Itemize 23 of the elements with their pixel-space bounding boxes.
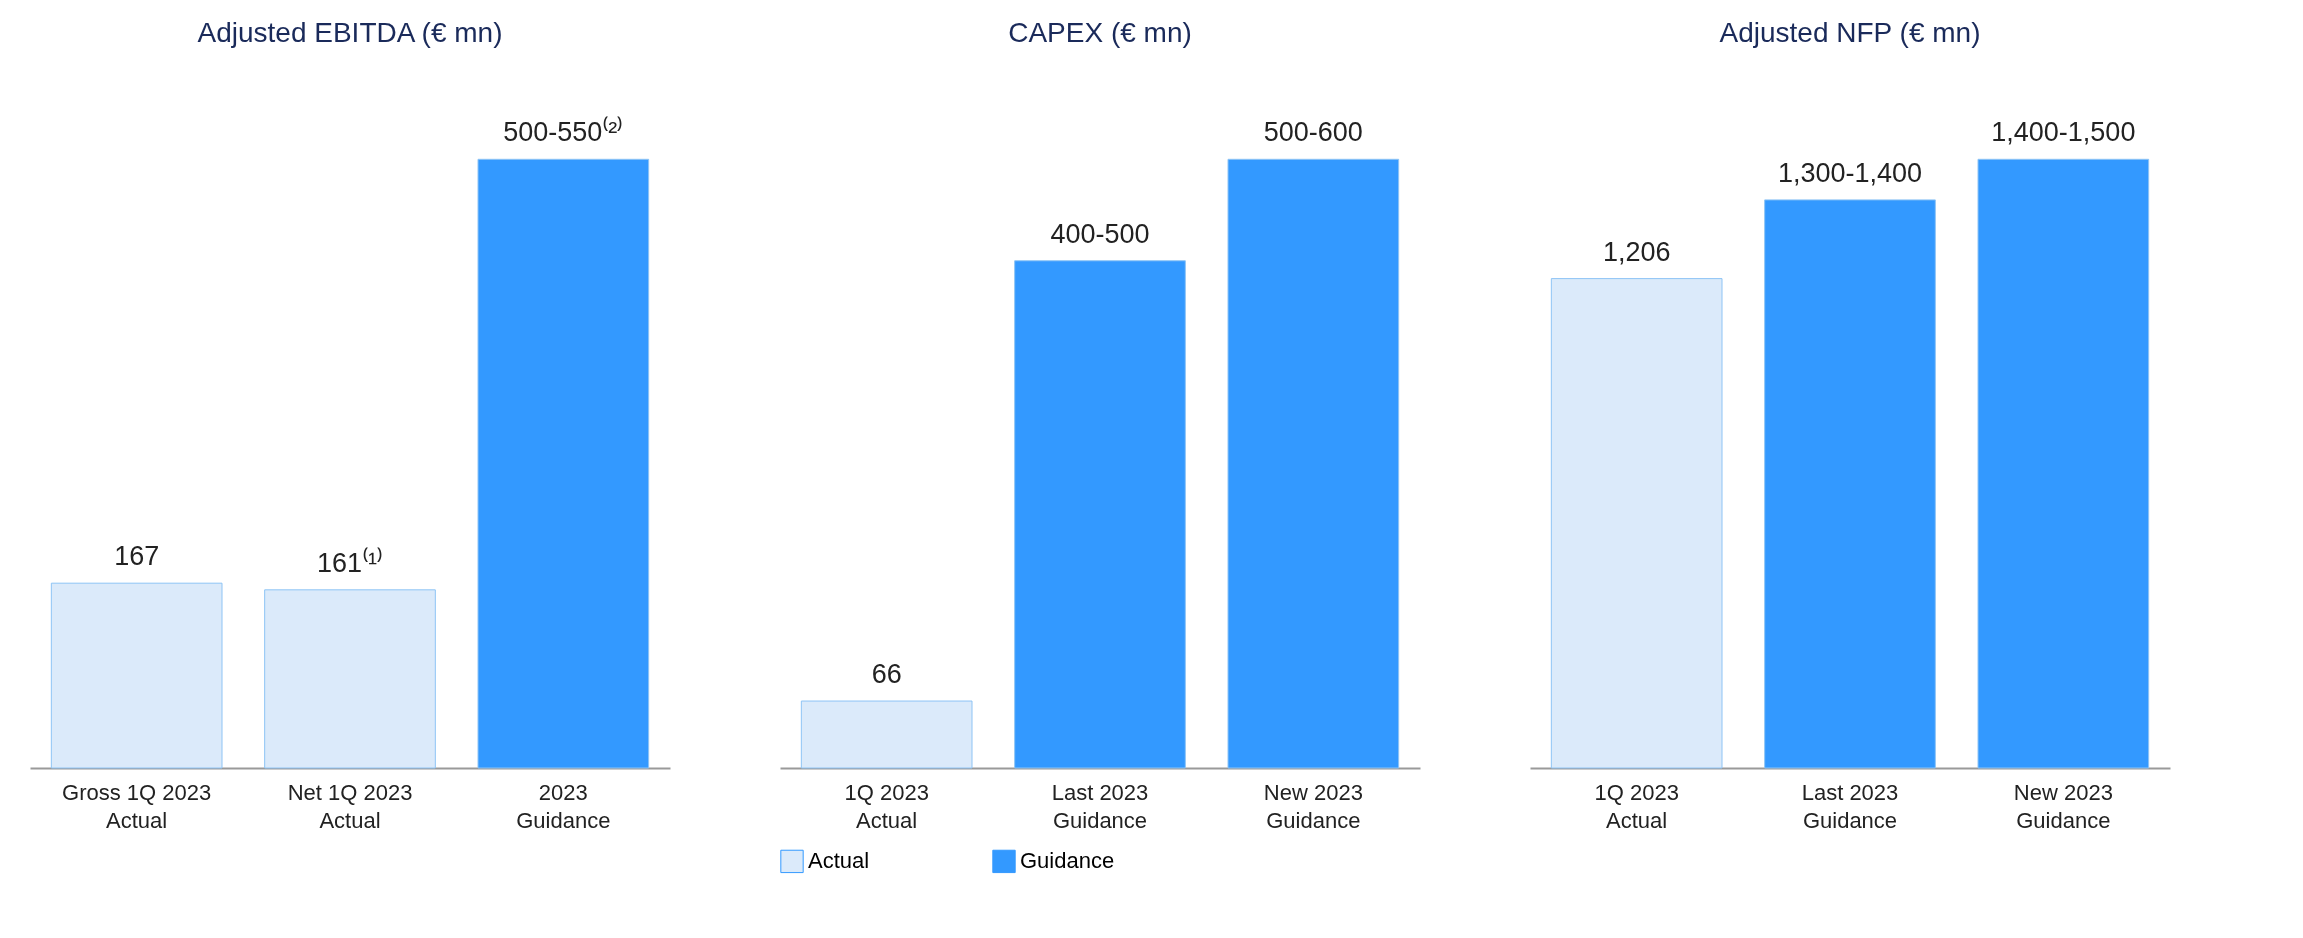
x-tick-label: New 2023 Guidance bbox=[2013, 779, 2113, 833]
data-label: 500-600 bbox=[1263, 117, 1363, 148]
x-tick-label: New 2023 Guidance bbox=[1263, 779, 1363, 833]
x-tick-label: 1Q 2023 Actual bbox=[1594, 779, 1679, 833]
data-label: 66 bbox=[871, 659, 902, 690]
data-label: 167 bbox=[114, 541, 160, 572]
legend-label: Guidance bbox=[1020, 848, 1115, 874]
x-tick-label: Last 2023 Guidance bbox=[1801, 779, 1899, 833]
x-tick-label: Gross 1Q 2023 Actual bbox=[62, 779, 212, 833]
data-label: 1,206 bbox=[1602, 236, 1671, 267]
chart-title: Adjusted EBITDA (€ mn) bbox=[197, 17, 503, 48]
data-label: 1,300-1,400 bbox=[1777, 157, 1923, 188]
x-tick-label: Last 2023 Guidance bbox=[1051, 779, 1149, 833]
data-label: 1,400-1,500 bbox=[1991, 117, 2136, 148]
data-label: 161⁽¹⁾ bbox=[316, 546, 384, 578]
data-label: 400-500 bbox=[1050, 218, 1150, 249]
x-tick-label: 2023 Guidance bbox=[516, 779, 611, 833]
x-tick-label: Net 1Q 2023 Actual bbox=[287, 779, 413, 833]
chart-title: Adjusted NFP (€ mn) bbox=[1719, 17, 1981, 48]
legend-label: Actual bbox=[808, 848, 870, 874]
chart-title: CAPEX (€ mn) bbox=[1008, 17, 1192, 48]
data-label: 500-550⁽²⁾ bbox=[503, 116, 624, 148]
x-tick-label: 1Q 2023 Actual bbox=[844, 779, 929, 833]
